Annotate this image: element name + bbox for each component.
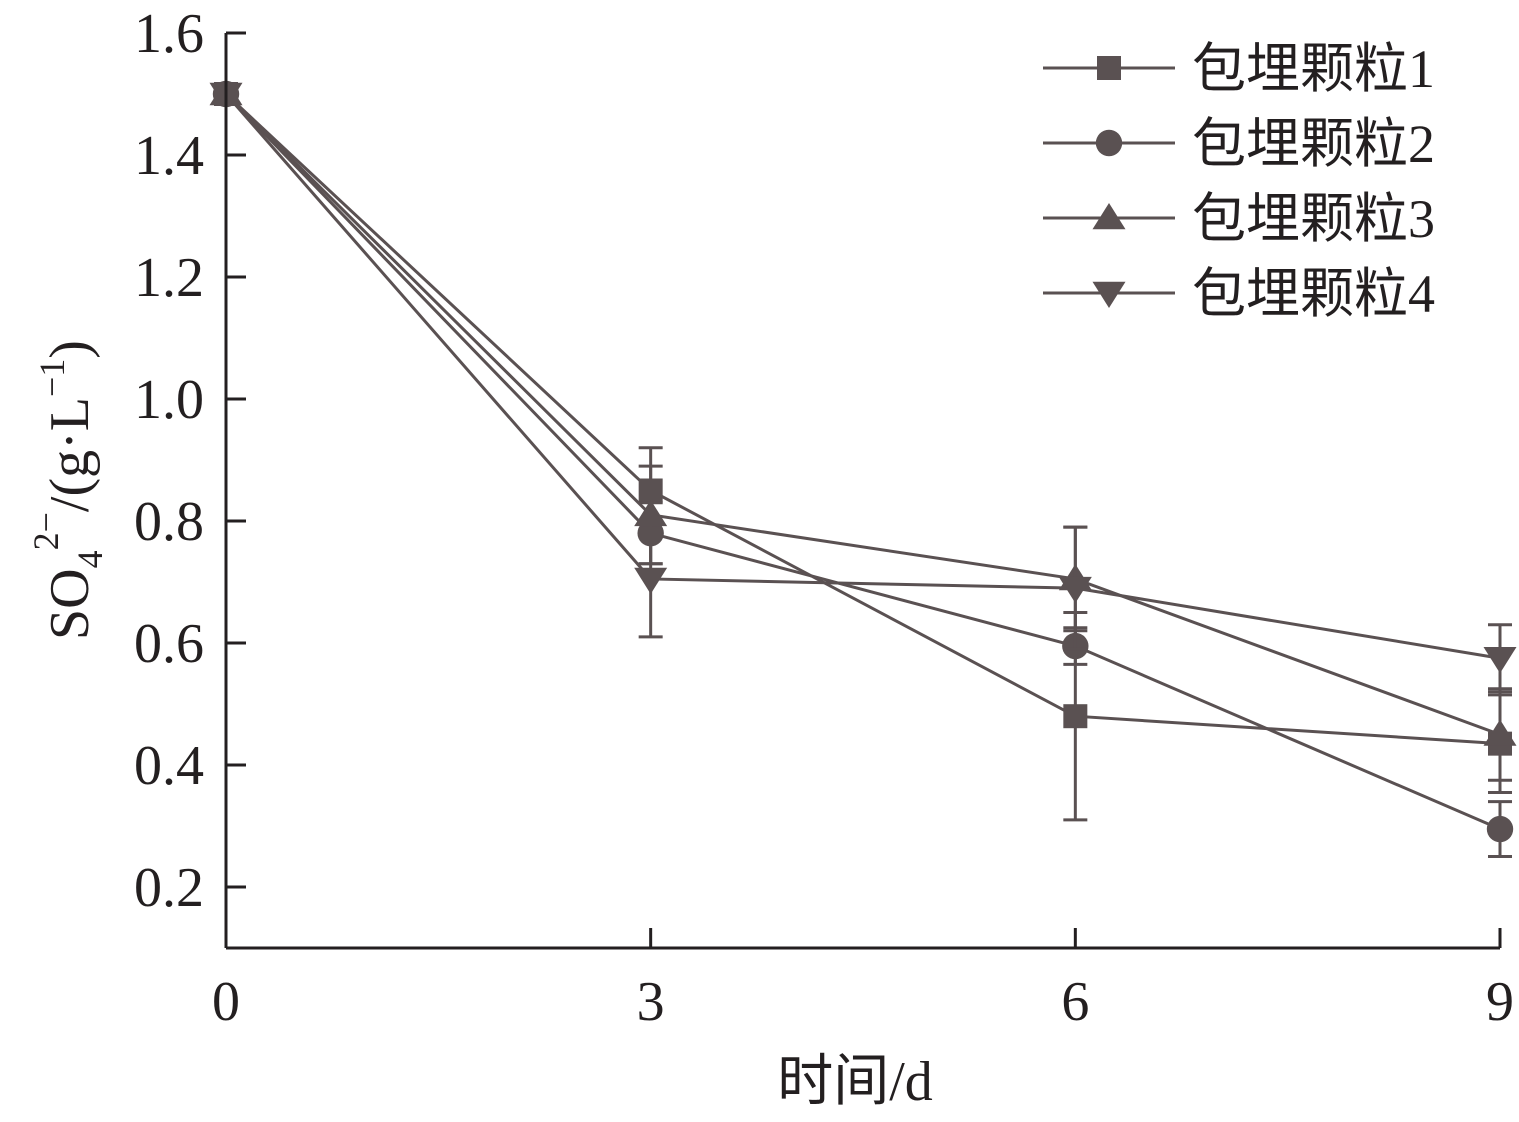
series-line-2: [224, 92, 1501, 831]
legend-item-1: 包埋颗粒1: [1043, 39, 1435, 99]
data-point-2-3: [1486, 815, 1514, 843]
legend-marker-4: [1092, 281, 1126, 308]
data-point-4-1: [634, 567, 668, 594]
series-line-1: [224, 92, 1501, 746]
y-tick-label-5: 1.2: [134, 247, 204, 309]
y-axis-title-base: SO: [39, 568, 101, 640]
y-tick-label-6: 1.4: [134, 125, 204, 187]
y-axis-title-unit-close: ): [39, 340, 101, 359]
legend-item-3: 包埋颗粒3: [1043, 189, 1435, 249]
y-axis-title-superscript: 2−: [26, 512, 66, 550]
data-point-4-2: [1058, 576, 1092, 604]
legend-item-2: 包埋颗粒2: [1043, 114, 1435, 174]
x-tick-label-0: 0: [212, 971, 240, 1033]
legend: 包埋颗粒1 包埋颗粒2 包埋颗粒3 包埋颗粒4: [1043, 39, 1435, 324]
y-tick-label-2: 0.6: [134, 613, 204, 675]
data-point-3-3: [1483, 719, 1517, 746]
legend-label-4: 包埋颗粒4: [1192, 264, 1435, 324]
series-3: [209, 79, 1517, 782]
x-tick-label-3: 9: [1486, 971, 1514, 1033]
legend-marker-2: [1095, 129, 1123, 157]
y-axis-title-unit: /(g·L: [39, 397, 101, 512]
y-axis-title-subscript: 4: [70, 550, 110, 568]
y-tick-label-3: 0.8: [134, 491, 204, 553]
y-axis-title: SO42−/(g·L−1): [26, 340, 110, 640]
y-axis-title-unit-exponent: −1: [32, 359, 72, 397]
legend-item-4: 包埋颗粒4: [1043, 264, 1435, 324]
axes: 0.2 0.4 0.6 0.8 1.0 1.2 1.4 1.6 0 3 6 9: [134, 3, 1514, 1033]
data-point-4-3: [1483, 647, 1517, 674]
y-tick-label-1: 0.4: [134, 735, 204, 797]
x-tick-label-1: 3: [637, 971, 665, 1033]
series-line-3: [224, 92, 1501, 736]
y-tick-label-0: 0.2: [134, 857, 204, 919]
y-tick-label-7: 1.6: [134, 3, 204, 65]
x-tick-label-2: 6: [1061, 971, 1089, 1033]
x-axis-title: 时间/d: [777, 1051, 933, 1113]
legend-marker-1: [1097, 56, 1121, 80]
y-tick-label-4: 1.0: [134, 369, 204, 431]
legend-label-1: 包埋颗粒1: [1192, 39, 1435, 99]
legend-marker-3: [1092, 203, 1126, 230]
data-point-1-2: [1063, 704, 1088, 729]
plot-area: [209, 79, 1517, 858]
legend-label-3: 包埋颗粒3: [1192, 189, 1435, 249]
series-4: [209, 82, 1517, 694]
series-line-4: [224, 93, 1501, 660]
legend-label-2: 包埋颗粒2: [1192, 114, 1435, 174]
